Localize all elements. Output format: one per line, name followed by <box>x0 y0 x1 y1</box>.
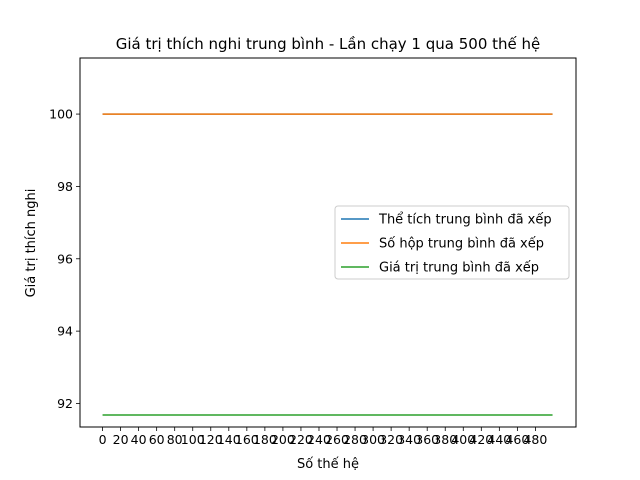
legend-label-3: Giá trị trung bình đã xếp <box>379 261 539 276</box>
legend-label-1: Thể tích trung bình đã xếp <box>378 213 552 228</box>
x-tick-label: 460 <box>505 432 529 447</box>
x-tick-label: 180 <box>253 432 277 447</box>
x-tick-label: 140 <box>217 432 241 447</box>
x-tick-label: 80 <box>167 432 183 447</box>
y-axis-label: Giá trị thích nghi <box>24 189 39 298</box>
x-tick-label: 400 <box>451 432 475 447</box>
x-tick-label: 420 <box>469 432 493 447</box>
x-tick-label: 220 <box>289 432 313 447</box>
x-tick-label: 60 <box>149 432 165 447</box>
plot-area: 0 20 40 60 801001201401601802002202402602803… <box>49 57 577 447</box>
x-tick-label: 300 <box>361 432 385 447</box>
y-tick-label: 92 <box>57 396 73 411</box>
series-layer <box>102 113 553 416</box>
x-tick-label: 240 <box>307 432 331 447</box>
legend: Thể tích trung bình đã xếp Số hộp trung b… <box>334 205 570 280</box>
y-tick-label: 96 <box>57 251 73 266</box>
x-tick-label: 380 <box>433 432 457 447</box>
legend-label-2: Số hộp trung bình đã xếp <box>379 237 544 252</box>
x-tick-label: 200 <box>271 432 295 447</box>
x-tick-label: 260 <box>325 432 349 447</box>
x-tick-label: 40 <box>131 432 147 447</box>
x-tick-label: 100 <box>181 432 205 447</box>
x-tick-label: 160 <box>235 432 259 447</box>
x-tick-label: 280 <box>343 432 367 447</box>
legend-box <box>334 205 570 280</box>
x-tick-label: 440 <box>487 432 511 447</box>
x-tick-label: 320 <box>379 432 403 447</box>
x-tick-label: 0 <box>99 432 107 447</box>
x-axis-label: Số thế hệ <box>297 457 359 472</box>
legend-entries: Thể tích trung bình đã xếp Số hộp trung b… <box>341 213 552 276</box>
chart-title: Giá trị thích nghi trung bình - Lần chạy… <box>116 35 541 53</box>
x-tick-label: 360 <box>415 432 439 447</box>
axes-frame <box>79 57 577 428</box>
y-tick-label: 98 <box>57 179 73 194</box>
x-tick-label: 340 <box>397 432 421 447</box>
x-tick-label: 20 <box>113 432 129 447</box>
y-tick-label: 94 <box>57 324 73 339</box>
x-tick-label: 120 <box>199 432 223 447</box>
y-tick-label: 100 <box>49 107 73 122</box>
y-axis-ticks: 92 94 96 98 100 <box>49 107 80 411</box>
x-tick-label: 480 <box>523 432 547 447</box>
x-axis-ticks: 0 20 40 60 801001201401601802002202402602803… <box>99 427 547 447</box>
